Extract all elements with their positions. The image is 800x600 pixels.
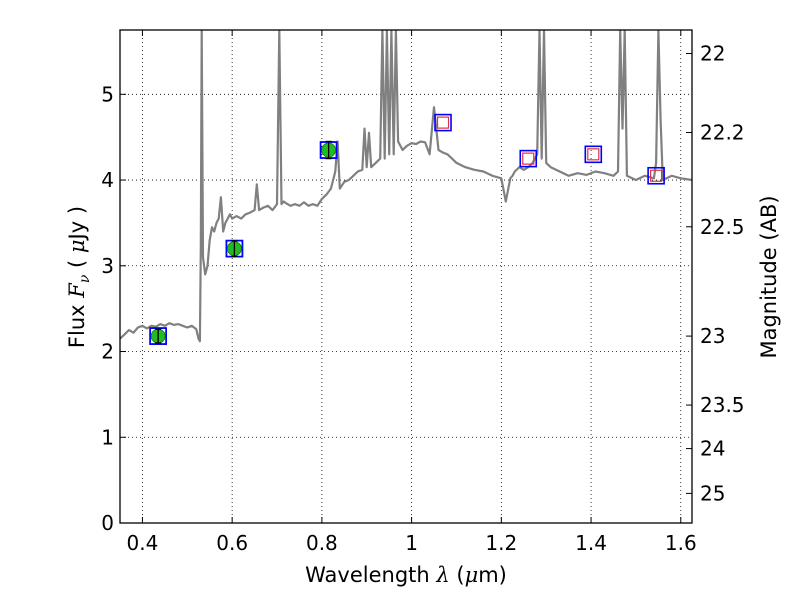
axis-ticks: 0.4 0.6 0.8 1 1.2 1.4 1.60123452222.222.52323.… xyxy=(101,30,745,555)
right-tick-label: 22.2 xyxy=(700,120,745,144)
x-tick-label: 0.8 xyxy=(306,531,338,555)
right-tick-label: 22.5 xyxy=(700,215,745,239)
plot-frame xyxy=(119,29,693,524)
x-tick-label: 0.4 xyxy=(127,531,159,555)
plot-area xyxy=(120,30,692,345)
model-point xyxy=(584,145,603,164)
right-axis-title: Magnitude (AB) xyxy=(757,195,781,358)
model-point xyxy=(647,166,665,185)
upper-limit-point xyxy=(650,169,663,182)
right-tick-label: 25 xyxy=(700,481,725,505)
y-tick-label: 4 xyxy=(101,168,114,192)
right-tick-label: 24 xyxy=(700,437,725,461)
right-tick-label: 23 xyxy=(700,324,725,348)
x-tick-label: 1.6 xyxy=(665,531,697,555)
x-tick-label: 1.4 xyxy=(575,531,607,555)
plot-content xyxy=(120,30,692,345)
model-point xyxy=(434,113,452,132)
x-tick-label: 1 xyxy=(405,531,418,555)
upper-limit-point xyxy=(587,148,600,161)
upper-limit-point xyxy=(436,116,450,129)
right-tick-label: 22 xyxy=(700,42,725,66)
x-axis-title: Wavelength λ (μm) xyxy=(305,563,507,587)
y-tick-label: 0 xyxy=(101,511,114,535)
y-tick-label: 5 xyxy=(101,82,114,106)
upper-limit-point xyxy=(522,152,535,165)
y-tick-label: 1 xyxy=(101,425,114,449)
model-point xyxy=(519,149,538,168)
observed-frame xyxy=(149,327,167,345)
right-tick-label: 23.5 xyxy=(700,393,745,417)
x-tick-label: 1.2 xyxy=(485,531,517,555)
spectrum-line xyxy=(120,30,692,343)
y-tick-label: 3 xyxy=(101,254,114,278)
y-axis-title: Flux Fν ( μJy ) xyxy=(65,206,93,348)
grid-lines xyxy=(120,30,692,524)
y-tick-label: 2 xyxy=(101,340,114,364)
x-tick-label: 0.6 xyxy=(216,531,248,555)
